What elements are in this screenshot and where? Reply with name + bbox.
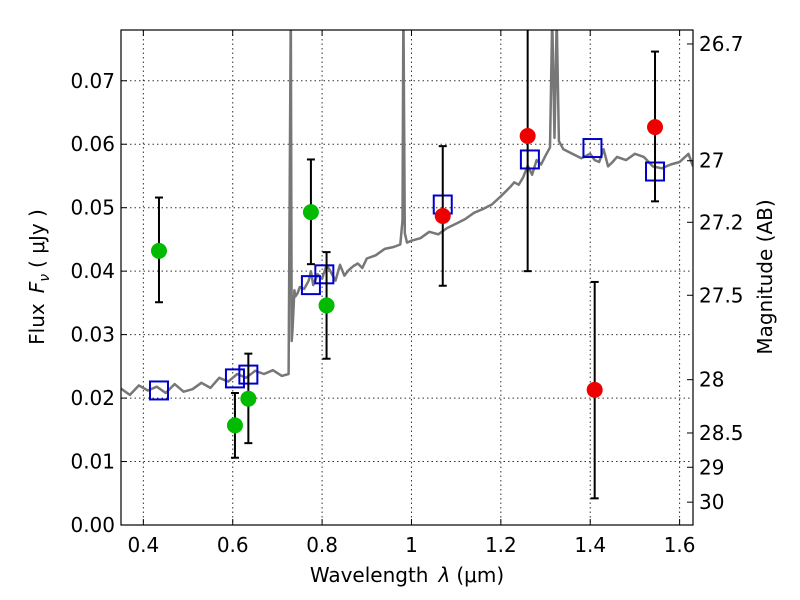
observed-flux-point [434, 207, 451, 224]
y-tick-label: 0.00 [70, 513, 115, 537]
plot-frame [120, 29, 694, 526]
data-layer [121, 30, 693, 500]
x-tick-label: 1.6 [664, 533, 696, 557]
observed-flux-point [240, 390, 257, 407]
x-tick-label: 0.6 [217, 533, 249, 557]
observed-flux-point [318, 297, 335, 314]
model-photometry-square [300, 275, 321, 296]
x-tick-label: 1.2 [485, 533, 517, 557]
y-tick-label: 0.06 [70, 132, 115, 156]
model-photometry-square [314, 264, 335, 285]
x-tick-label: 0.4 [127, 533, 159, 557]
x-axis-label: Wavelength λ (μm) [310, 563, 504, 587]
x-tick-label: 0.8 [306, 533, 338, 557]
model-photometry-square [224, 368, 245, 389]
y-tick-label: 0.03 [70, 323, 115, 347]
y2-tick-label: 30 [699, 490, 724, 514]
y2-tick-label: 28.5 [699, 421, 744, 445]
observed-flux-point [647, 119, 664, 136]
ticks: 0.4 0.6 0.8 1 1.2 1.4 1.6 0.00 0.01 0.02 0.03 0.04 0… [70, 30, 744, 557]
observed-flux-point [150, 242, 167, 259]
y2-tick-label: 26.7 [699, 32, 744, 56]
model-photometry-square [148, 380, 169, 401]
x-tick-label: 1 [405, 533, 418, 557]
y2-tick-label: 27 [699, 149, 724, 173]
x-tick-label: 1.4 [574, 533, 606, 557]
y2-tick-label: 27.2 [699, 210, 744, 234]
y-axis-label: FluxFν( μJy ) [25, 209, 53, 345]
y2-tick-label: 29 [699, 455, 724, 479]
y2-tick-label: 28 [699, 368, 724, 392]
y-tick-label: 0.02 [70, 386, 115, 410]
y2-axis-label: Magnitude (AB) [753, 199, 777, 354]
observed-flux-point [586, 381, 603, 398]
y-tick-label: 0.01 [70, 450, 115, 474]
y-tick-label: 0.05 [70, 196, 115, 220]
observed-flux-point [519, 127, 536, 144]
y-tick-label: 0.07 [70, 69, 115, 93]
observed-flux-point [226, 417, 243, 434]
model-photometry-square [519, 149, 540, 170]
grid [121, 30, 693, 526]
y-tick-label: 0.04 [70, 259, 115, 283]
observed-flux-point [302, 204, 319, 221]
model-photometry-square [582, 138, 603, 159]
plot-background [121, 30, 693, 525]
y2-tick-label: 27.5 [699, 283, 744, 307]
